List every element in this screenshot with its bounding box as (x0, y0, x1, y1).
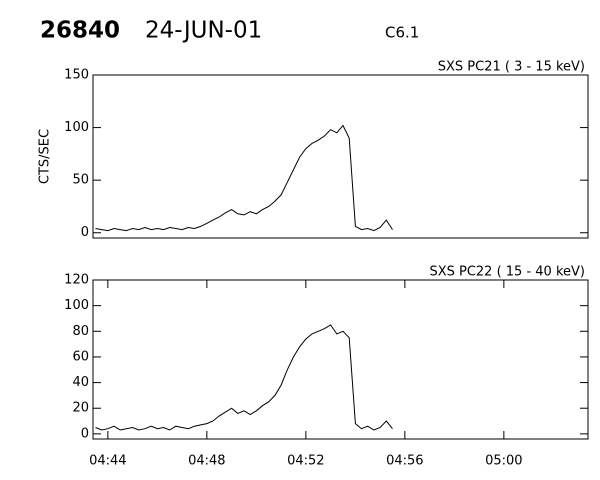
data-line (95, 324, 393, 431)
x-tick-label: 04:44 (89, 454, 126, 469)
y-axis-label: CTS/SEC (38, 129, 53, 184)
y-tick-label: 50 (72, 173, 89, 188)
y-tick-label: 40 (72, 375, 89, 390)
plot-frame (92, 279, 589, 440)
y-tick-label: 0 (81, 426, 89, 441)
x-tick-label: 04:48 (188, 454, 225, 469)
x-tick-label: 05:00 (485, 454, 522, 469)
y-tick-label: 20 (72, 401, 89, 416)
flare-class: C6.1 (385, 24, 419, 42)
plot-frame (92, 74, 589, 239)
y-tick-label: 0 (81, 225, 89, 240)
y-tick-label: 150 (64, 68, 89, 83)
y-tick-label: 100 (64, 298, 89, 313)
panel-title: SXS PC22 ( 15 - 40 keV) (429, 265, 585, 280)
y-tick-label: 60 (72, 349, 89, 364)
x-tick-label: 04:56 (386, 454, 423, 469)
y-tick-label: 100 (64, 120, 89, 135)
x-tick-label: 04:52 (287, 454, 324, 469)
data-line (95, 124, 393, 232)
y-tick-label: 120 (64, 273, 89, 288)
panel-title: SXS PC21 ( 3 - 15 keV) (438, 60, 585, 75)
event-id: 26840 (40, 18, 120, 44)
y-tick-label: 80 (72, 324, 89, 339)
event-date: 24-JUN-01 (145, 18, 262, 44)
